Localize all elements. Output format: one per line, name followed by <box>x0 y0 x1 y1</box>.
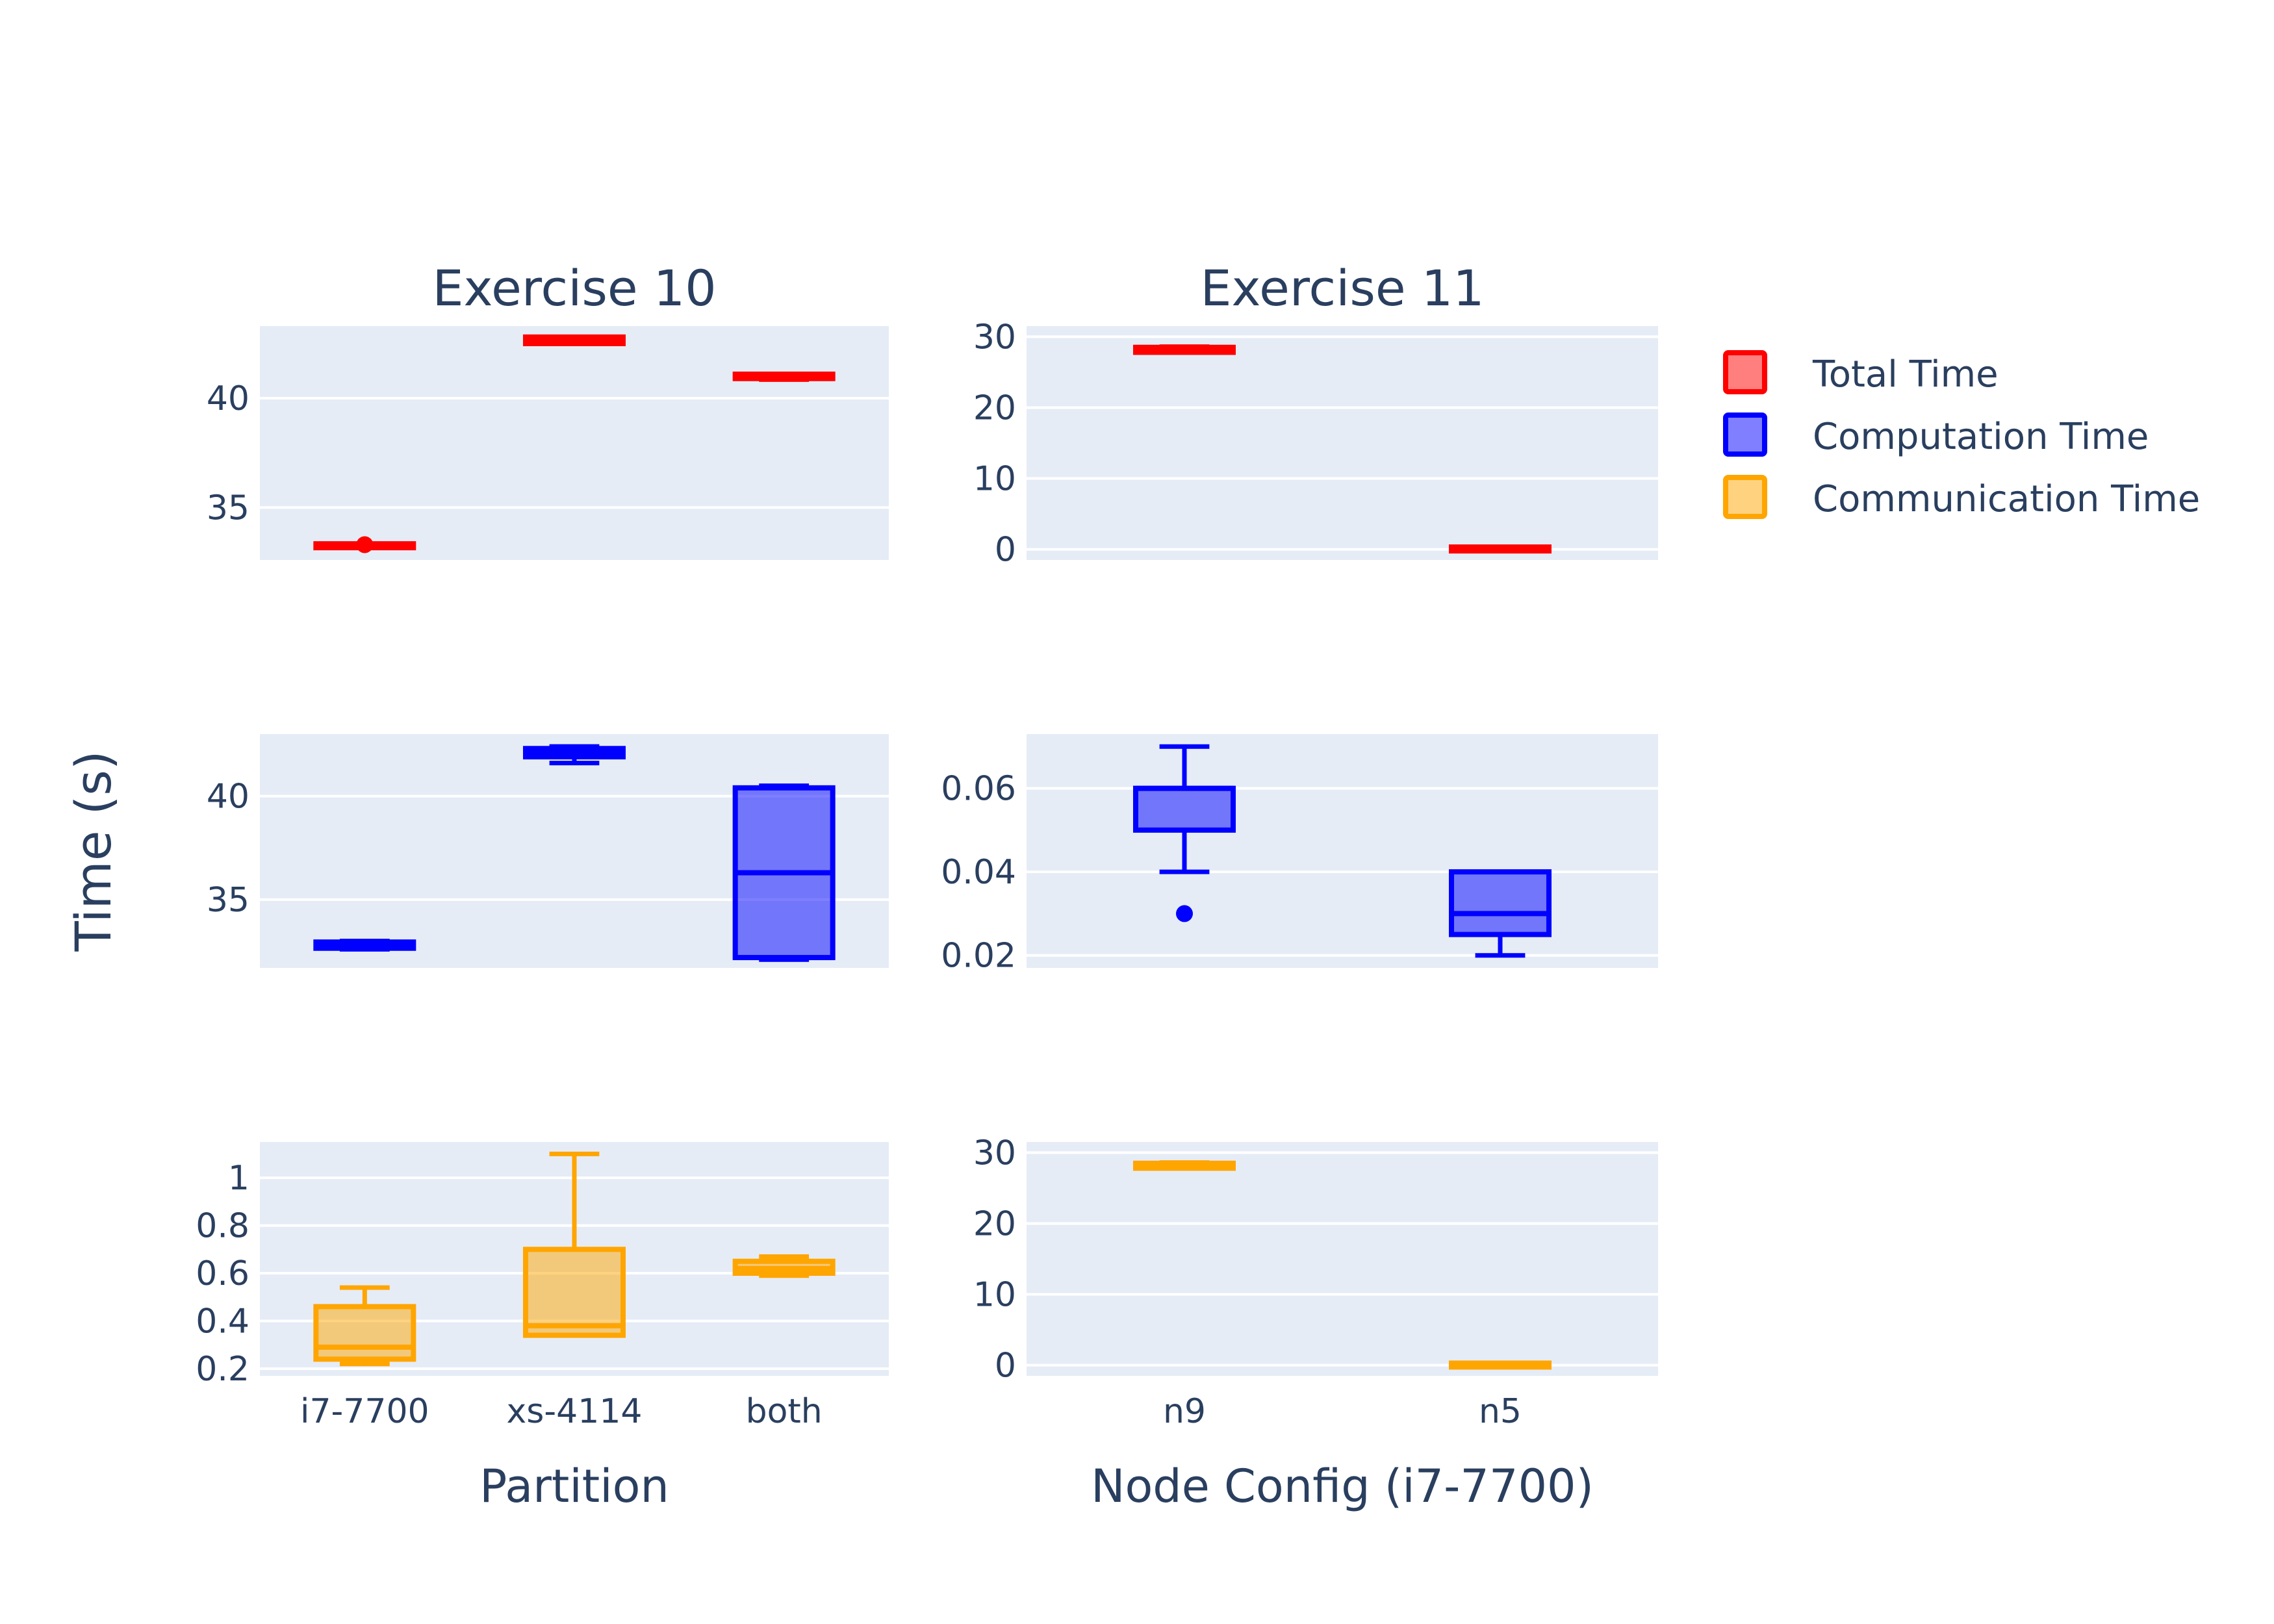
box-both[interactable] <box>732 1254 836 1278</box>
y-tick-label: 0 <box>995 531 1016 570</box>
y-tick-label: 0.04 <box>941 853 1016 892</box>
box-i7-7700[interactable] <box>313 1285 416 1367</box>
outlier-point[interactable] <box>1176 905 1193 922</box>
iqr-box <box>523 1247 626 1338</box>
x-axis-title-partition: Partition <box>479 1460 669 1513</box>
y-tick-label: 0 <box>995 1347 1016 1386</box>
legend-item-computation-time[interactable]: Computation Time <box>1723 412 2149 458</box>
y-tick-label: 35 <box>207 488 249 527</box>
column-title-exercise-10: Exercise 10 <box>432 259 716 317</box>
box-n9[interactable] <box>1133 344 1236 355</box>
y-tick-label: 20 <box>973 388 1016 427</box>
y-tick-label: 10 <box>973 460 1016 499</box>
legend-swatch-communication-time <box>1723 475 1767 519</box>
y-tick-label: 0.6 <box>196 1254 249 1293</box>
plot-area <box>1027 326 1658 560</box>
box-both[interactable] <box>732 372 836 382</box>
legend-swatch-computation-time <box>1723 412 1767 457</box>
box-xs-4114[interactable] <box>523 334 626 346</box>
panel-ex10-total: 35 40 <box>207 326 889 560</box>
panel-ex10-comm: 0.2 0.4 0.6 0.8 1 i7-7700 xs-4114 both <box>196 1142 889 1431</box>
box-n5[interactable] <box>1449 544 1552 554</box>
x-tick-label-xs-4114: xs-4114 <box>507 1392 643 1431</box>
box-n5[interactable] <box>1449 869 1552 958</box>
box-both[interactable] <box>732 783 836 962</box>
y-tick-label: 0.4 <box>196 1302 249 1341</box>
y-tick-label: 35 <box>207 881 249 920</box>
y-tick-label: 1 <box>228 1159 249 1198</box>
y-tick-label: 10 <box>973 1276 1016 1315</box>
legend: Total Time Computation Time Communicatio… <box>1723 350 2200 520</box>
y-axis-title: Time (s) <box>64 750 122 952</box>
box-n9[interactable] <box>1133 744 1236 922</box>
legend-item-communication-time[interactable]: Communication Time <box>1723 475 2200 520</box>
y-tick-label: 30 <box>973 318 1016 357</box>
box-xs-4114[interactable] <box>523 744 626 766</box>
plot-area <box>1027 1142 1658 1376</box>
y-tick-label: 30 <box>973 1134 1016 1173</box>
column-title-exercise-11: Exercise 11 <box>1200 259 1484 317</box>
y-tick-label: 40 <box>207 778 249 817</box>
legend-swatch-total-time <box>1723 350 1767 394</box>
panel-ex11-total: 0 10 20 30 <box>973 318 1658 570</box>
iqr-box <box>1449 869 1552 937</box>
plot-area <box>1027 734 1658 968</box>
x-tick-label-n5: n5 <box>1479 1392 1522 1431</box>
legend-label-total-time: Total Time <box>1812 353 1999 396</box>
legend-label-computation-time: Computation Time <box>1813 416 2149 458</box>
y-tick-label: 0.2 <box>196 1350 249 1389</box>
y-tick-label: 0.06 <box>941 770 1016 809</box>
legend-item-total-time[interactable]: Total Time <box>1723 350 1999 396</box>
panel-ex10-comp: 35 40 <box>207 734 889 968</box>
x-tick-label-both: both <box>746 1392 823 1431</box>
box-xs-4114[interactable] <box>523 1151 626 1338</box>
x-tick-label-i7-7700: i7-7700 <box>300 1392 429 1431</box>
y-tick-label: 20 <box>973 1204 1016 1243</box>
box-n9[interactable] <box>1133 1160 1236 1171</box>
panel-ex11-comm: 0 10 20 30 n9 n5 <box>973 1134 1658 1431</box>
legend-label-communication-time: Communication Time <box>1813 478 2200 520</box>
panel-ex11-comp: 0.02 0.04 0.06 <box>941 734 1658 976</box>
plot-area <box>260 326 889 560</box>
outlier-point[interactable] <box>356 536 374 553</box>
iqr-box <box>313 1304 416 1362</box>
y-tick-label: 40 <box>207 379 249 418</box>
x-axis-title-node-config: Node Config (i7-7700) <box>1091 1460 1594 1513</box>
y-tick-label: 0.02 <box>941 937 1016 976</box>
iqr-box <box>1133 785 1236 833</box>
x-tick-label-n9: n9 <box>1163 1392 1206 1431</box>
box-n5[interactable] <box>1449 1360 1552 1370</box>
box-i7-7700[interactable] <box>313 939 416 952</box>
panels: 3540010203035400.020.040.060.20.40.60.81… <box>196 318 1658 1431</box>
y-tick-label: 0.8 <box>196 1207 249 1246</box>
box-i7-7700[interactable] <box>313 536 416 553</box>
